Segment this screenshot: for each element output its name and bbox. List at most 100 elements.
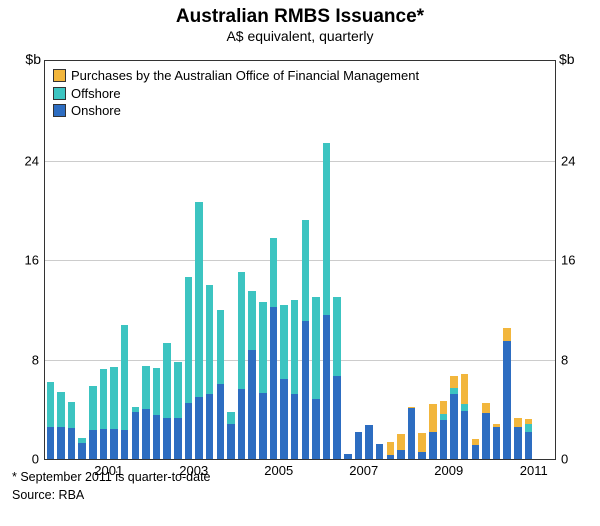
bar-segment <box>355 432 362 459</box>
bar-segment <box>259 302 266 393</box>
bar-segment <box>227 424 234 459</box>
bar-segment <box>450 394 457 459</box>
bar-segment <box>514 418 521 427</box>
bar-segment <box>185 403 192 459</box>
bar-segment <box>238 389 245 459</box>
bar <box>397 434 404 459</box>
bar-segment <box>482 413 489 459</box>
bar-segment <box>291 394 298 459</box>
y-tick-left: 24 <box>25 153 39 168</box>
bar-segment <box>68 428 75 459</box>
bar <box>89 386 96 459</box>
bar-segment <box>248 291 255 349</box>
y-axis-unit-right: $b <box>559 51 575 67</box>
bar <box>302 220 309 459</box>
legend-swatch-aofm <box>53 69 66 82</box>
bar-segment <box>387 455 394 459</box>
bar-segment <box>503 328 510 340</box>
bar-segment <box>121 325 128 431</box>
legend-label-onshore: Onshore <box>71 102 121 120</box>
bar <box>248 291 255 459</box>
bar-segment <box>418 433 425 452</box>
bar-segment <box>195 202 202 397</box>
grid-line <box>45 161 555 162</box>
y-axis-unit-left: $b <box>25 51 41 67</box>
bar-segment <box>333 297 340 375</box>
bar-segment <box>227 412 234 424</box>
legend-item-aofm: Purchases by the Australian Office of Fi… <box>53 67 419 85</box>
bar-segment <box>323 143 330 315</box>
bar-segment <box>280 379 287 459</box>
y-tick-left: 0 <box>32 452 39 467</box>
bar <box>323 143 330 459</box>
legend-item-onshore: Onshore <box>53 102 419 120</box>
bar-segment <box>238 272 245 389</box>
bar-segment <box>525 432 532 459</box>
bar-segment <box>365 425 372 459</box>
bar-segment <box>270 307 277 459</box>
bar-segment <box>195 397 202 459</box>
bar-segment <box>376 444 383 459</box>
bar-segment <box>174 362 181 418</box>
legend-swatch-onshore <box>53 104 66 117</box>
bar-segment <box>248 350 255 459</box>
bar <box>195 202 202 459</box>
bar-segment <box>312 297 319 399</box>
bar-segment <box>525 424 532 431</box>
bar <box>376 444 383 459</box>
bar-segment <box>78 443 85 459</box>
chart-title: Australian RMBS Issuance* <box>0 6 600 28</box>
footnote: * September 2011 is quarter-to-date <box>12 470 211 484</box>
bar <box>525 419 532 459</box>
bar <box>47 382 54 459</box>
bar-segment <box>121 430 128 459</box>
bar-segment <box>397 434 404 450</box>
bar-segment <box>429 432 436 459</box>
bar-segment <box>429 404 436 431</box>
bar <box>110 367 117 459</box>
bar-segment <box>418 452 425 459</box>
bar <box>270 238 277 459</box>
bar-segment <box>89 430 96 459</box>
x-tick-label: 2007 <box>344 463 384 478</box>
chart-container: Australian RMBS Issuance* A$ equivalent,… <box>0 0 600 526</box>
bar-segment <box>153 415 160 459</box>
bar <box>333 297 340 459</box>
y-tick-right: 0 <box>561 452 568 467</box>
bar-segment <box>493 427 500 459</box>
bar <box>493 424 500 459</box>
legend-swatch-offshore <box>53 87 66 100</box>
bar-segment <box>514 427 521 459</box>
bar <box>153 368 160 459</box>
bar-segment <box>450 376 457 388</box>
bar-segment <box>217 310 224 385</box>
bar-segment <box>461 374 468 404</box>
bar-segment <box>163 343 170 418</box>
bar-segment <box>270 238 277 308</box>
x-tick-label: 2005 <box>259 463 299 478</box>
bar-segment <box>57 392 64 427</box>
bar <box>429 404 436 459</box>
bar-segment <box>110 367 117 429</box>
bar <box>142 366 149 459</box>
bar <box>206 285 213 459</box>
bar <box>132 407 139 459</box>
bar <box>163 343 170 459</box>
title-block: Australian RMBS Issuance* A$ equivalent,… <box>0 0 600 44</box>
bar <box>344 454 351 459</box>
bar <box>514 418 521 459</box>
chart-subtitle: A$ equivalent, quarterly <box>0 28 600 44</box>
bar-segment <box>142 409 149 459</box>
bar <box>472 439 479 459</box>
bar-segment <box>302 321 309 459</box>
bar-segment <box>206 394 213 459</box>
bar-segment <box>472 445 479 459</box>
y-tick-right: 24 <box>561 153 575 168</box>
bar-segment <box>323 315 330 459</box>
bar-segment <box>461 411 468 460</box>
legend-label-offshore: Offshore <box>71 85 121 103</box>
bar <box>503 328 510 459</box>
grid-line <box>45 260 555 261</box>
bar-segment <box>291 300 298 395</box>
bar <box>174 362 181 459</box>
